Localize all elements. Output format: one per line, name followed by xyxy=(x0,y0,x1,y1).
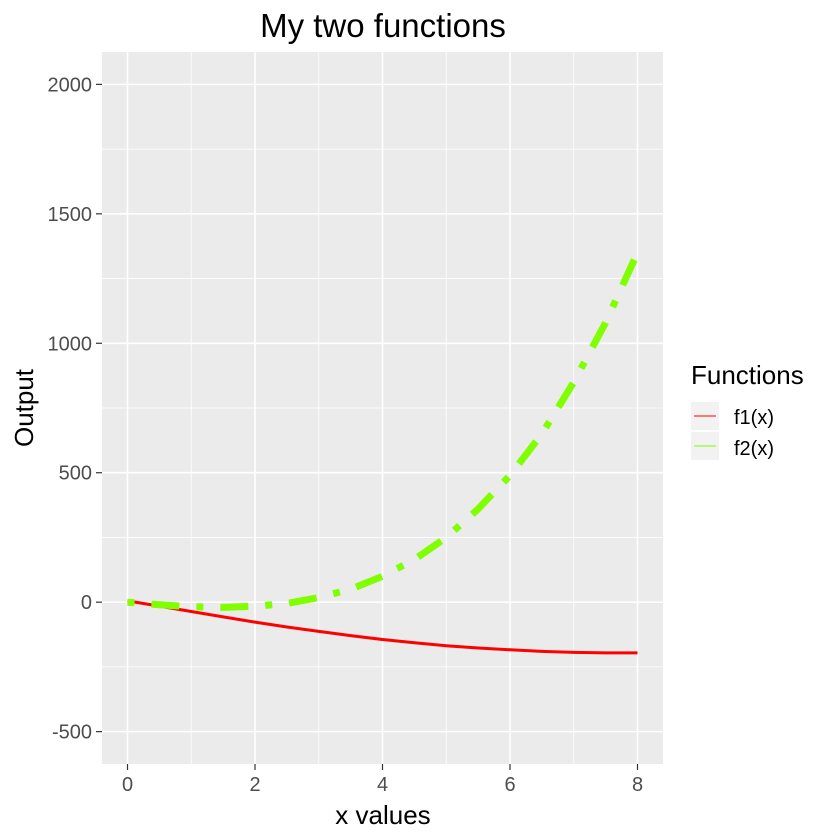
legend-label-f2: f2(x) xyxy=(734,438,774,460)
grid-major xyxy=(102,52,663,764)
legend: Functions f1(x) f2(x) xyxy=(691,360,804,460)
x-tick-label: 4 xyxy=(377,774,388,796)
x-tick-label: 6 xyxy=(504,774,515,796)
y-tick-label: 2000 xyxy=(48,74,93,96)
ticks-layer: 0 2 4 6 8 -500 0 500 1000 1500 2000 xyxy=(48,74,644,796)
legend-title: Functions xyxy=(691,360,804,390)
chart-title: My two functions xyxy=(260,7,506,44)
y-tick-label: 500 xyxy=(59,463,92,485)
series-line-f1-x xyxy=(127,599,638,655)
legend-label-f1: f1(x) xyxy=(734,407,774,429)
x-axis-title: x values xyxy=(335,800,430,830)
y-axis-title: Output xyxy=(9,368,39,447)
x-tick-label: 0 xyxy=(122,774,133,796)
y-tick-label: 1000 xyxy=(48,333,93,355)
x-tick-label: 8 xyxy=(632,774,643,796)
x-tick-label: 2 xyxy=(249,774,260,796)
y-tick-label: -500 xyxy=(52,722,92,744)
y-tick-label: 1500 xyxy=(48,204,93,226)
y-tick-label: 0 xyxy=(81,592,92,614)
series-layer xyxy=(127,251,641,655)
